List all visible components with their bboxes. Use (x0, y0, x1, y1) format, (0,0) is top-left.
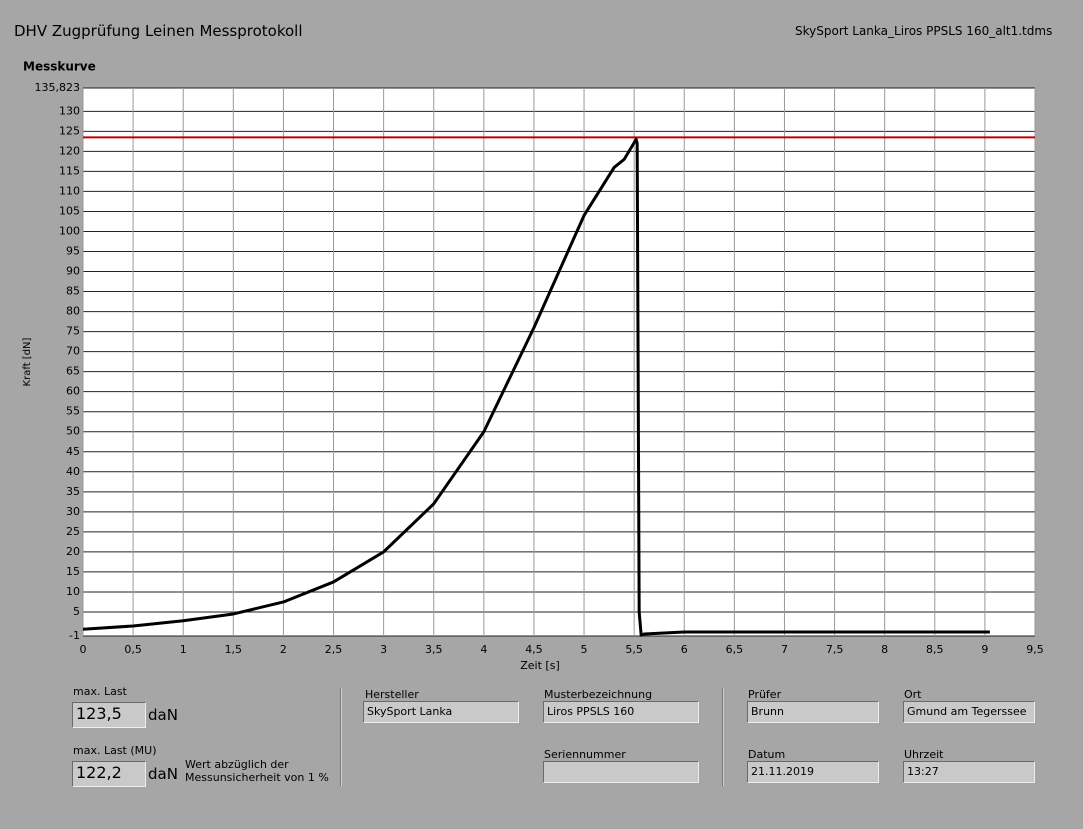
field-value: Gmund am Tegerssee (903, 701, 1035, 723)
x-tick-label: 0,5 (124, 643, 142, 656)
plot-area (83, 88, 1035, 636)
y-tick-label: 15 (66, 565, 80, 578)
unit: daN (148, 706, 178, 724)
file-name: SkySport Lanka_Liros PPSLS 160_alt1.tdms (795, 24, 1053, 38)
title: DHV Zugprüfung Leinen Messprotokoll (14, 22, 303, 40)
separator (722, 688, 724, 786)
field-value: 21.11.2019 (747, 761, 879, 783)
field-value (543, 761, 699, 783)
y-tick-label: 20 (66, 545, 80, 558)
field-label: Ort (904, 688, 922, 701)
y-tick-label: -1 (69, 629, 80, 642)
separator (340, 688, 342, 786)
field-label: max. Last (MU) (73, 744, 157, 757)
field-label: Prüfer (748, 688, 782, 701)
x-tick-label: 1,5 (225, 643, 243, 656)
field-value: 123,5 (72, 702, 146, 728)
x-tick-label: 5,5 (625, 643, 643, 656)
x-axis-label: Zeit [s] (520, 659, 559, 672)
x-tick-label: 7 (781, 643, 788, 656)
y-tick-label: 50 (66, 425, 80, 438)
y-tick-label: 115 (59, 164, 80, 177)
field-label: Hersteller (365, 688, 419, 701)
x-tick-label: 3,5 (425, 643, 443, 656)
x-tick-label: 2,5 (325, 643, 343, 656)
x-tick-label: 8,5 (926, 643, 944, 656)
data-line (82, 137, 990, 637)
unit: daN (148, 765, 178, 783)
field-label: Musterbezeichnung (544, 688, 653, 701)
y-tick-label: 70 (66, 345, 80, 358)
x-tick-label: 4 (480, 643, 487, 656)
y-tick-label: 45 (66, 445, 80, 458)
y-tick-label: 100 (59, 224, 80, 237)
field-label: Seriennummer (544, 748, 626, 761)
field-label: Uhrzeit (904, 748, 944, 761)
y-tick-label: 30 (66, 505, 80, 518)
y-axis-label: Kraft [dN] (22, 337, 33, 386)
y-tick-label: 130 (59, 104, 80, 117)
y-tick-label: 5 (73, 605, 80, 618)
y-tick-label: 25 (66, 525, 80, 538)
x-tick-label: 2 (280, 643, 287, 656)
y-tick-label: 80 (66, 305, 80, 318)
x-tick-label: 1 (180, 643, 187, 656)
x-tick-label: 9,5 (1026, 643, 1044, 656)
chart: Messkurve Zeit [s] Kraft [dN] -151015202… (22, 60, 1044, 673)
field-value: 122,2 (72, 761, 146, 787)
y-tick-label: 65 (66, 365, 80, 378)
y-tick-label: 55 (66, 405, 80, 418)
x-tick-label: 9 (981, 643, 988, 656)
y-tick-label: 40 (66, 465, 80, 478)
x-tick-label: 5 (581, 643, 588, 656)
x-tick-label: 6 (681, 643, 688, 656)
y-tick-label: 35 (66, 485, 80, 498)
x-tick-label: 7,5 (826, 643, 844, 656)
x-tick-label: 4,5 (525, 643, 543, 656)
field-label: Datum (748, 748, 786, 761)
field-value: Brunn (747, 701, 879, 723)
field-label: max. Last (73, 685, 127, 698)
field-value: SkySport Lanka (363, 701, 519, 723)
y-tick-label: 110 (59, 184, 80, 197)
y-tick-label: 135,823 (35, 81, 81, 94)
field-value: 13:27 (903, 761, 1035, 783)
y-tick-label: 95 (66, 245, 80, 258)
note: Wert abzüglich der Messunsicherheit von … (185, 758, 329, 784)
field-value: Liros PPSLS 160 (543, 701, 699, 723)
x-tick-label: 8 (881, 643, 888, 656)
y-tick-label: 90 (66, 265, 80, 278)
x-tick-label: 6,5 (726, 643, 744, 656)
y-tick-label: 105 (59, 204, 80, 217)
y-tick-label: 125 (59, 124, 80, 137)
x-tick-label: 3 (380, 643, 387, 656)
y-tick-label: 10 (66, 585, 80, 598)
y-tick-label: 60 (66, 385, 80, 398)
y-tick-label: 85 (66, 285, 80, 298)
chart-title: Messkurve (23, 60, 96, 74)
y-tick-label: 120 (59, 144, 80, 157)
x-tick-label: 0 (80, 643, 87, 656)
y-tick-label: 75 (66, 325, 80, 338)
